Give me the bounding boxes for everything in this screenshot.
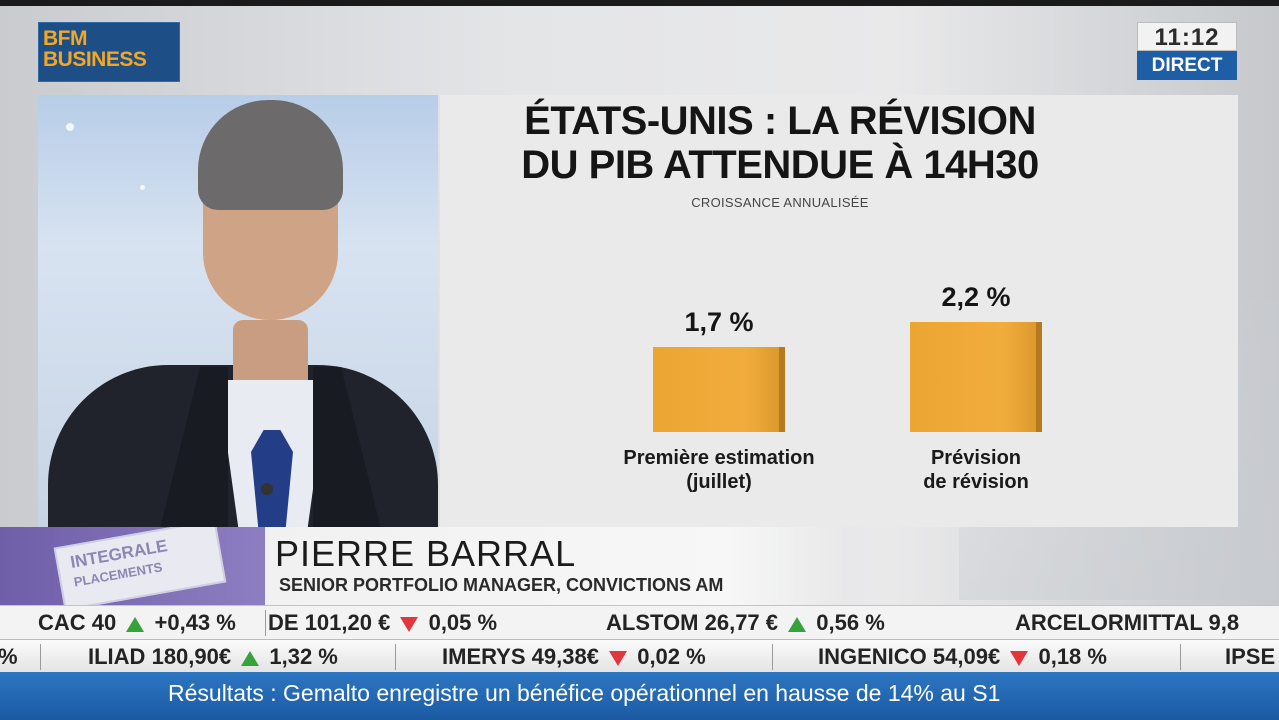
- news-crawl: Résultats : Gemalto enregistre un bénéfi…: [0, 672, 1279, 720]
- show-logo-panel: INTEGRALE PLACEMENTS: [0, 527, 265, 605]
- chart-subtitle: CROISSANCE ANNUALISÉE: [691, 195, 869, 210]
- chart-bar-edge: [779, 347, 785, 432]
- chart-bar: [910, 322, 1042, 432]
- ticker-item: ALSTOM 26,77 € 0,56 %: [606, 606, 885, 640]
- clock-badge: 11:12 DIRECT: [1137, 22, 1237, 80]
- ticker-symbol: INGENICO: [818, 644, 927, 669]
- chart-category-line: (juillet): [686, 471, 752, 493]
- ticker-symbol: CAC 40: [38, 610, 117, 635]
- light-sparkle: [140, 185, 145, 190]
- ticker-symbol: DE: [268, 610, 299, 635]
- logo-line1: BFM: [43, 27, 88, 50]
- ticker-price: 26,77 €: [704, 610, 779, 635]
- ticker-change: 0,02 %: [637, 644, 706, 669]
- chart-title-line2: DU PIB ATTENDUE À 14H30: [521, 143, 1039, 187]
- logo-line2: BUSINESS: [43, 48, 147, 71]
- stock-ticker-row2: % ILIAD 180,90€ 1,32 % IMERYS 49,38€ 0,0…: [0, 639, 1279, 673]
- ticker-change: 0,05 %: [428, 610, 498, 635]
- up-arrow-icon: [241, 650, 260, 666]
- lapel-microphone: [261, 483, 273, 495]
- chart-value-label: 1,7 %: [684, 307, 754, 337]
- ticker-item: %: [0, 640, 18, 673]
- ticker-item: INGENICO 54,09€ 0,18 %: [818, 640, 1107, 673]
- ticker-change: 1,32 %: [269, 644, 338, 669]
- ticker-divider: [1180, 644, 1181, 670]
- channel-logo: BFM BUSINESS: [38, 22, 180, 82]
- ticker-fragment: %: [0, 644, 18, 669]
- chart-title-line1: ÉTATS-UNIS : LA RÉVISION: [524, 99, 1036, 143]
- ticker-item: IMERYS 49,38€ 0,02 %: [442, 640, 706, 673]
- chart-category-line: Prévision: [930, 447, 1022, 469]
- up-arrow-icon: [788, 616, 807, 632]
- ticker-price: 9,8: [1208, 610, 1240, 635]
- down-arrow-icon: [1010, 650, 1029, 666]
- light-sparkle: [66, 123, 74, 131]
- chart-category-label: Première estimation (juillet): [589, 446, 849, 494]
- ticker-divider: [395, 644, 396, 670]
- ticker-change: +0,43 %: [154, 610, 236, 635]
- ticker-item: ILIAD 180,90€ 1,32 %: [88, 640, 338, 673]
- ticker-divider: [772, 644, 773, 670]
- live-badge: DIRECT: [1137, 51, 1237, 80]
- up-arrow-icon: [126, 616, 145, 632]
- ticker-change: 0,56 %: [816, 610, 885, 635]
- ticker-price: 49,38€: [531, 644, 599, 669]
- chart-bar-edge: [1036, 322, 1042, 432]
- guest-role: SENIOR PORTFOLIO MANAGER, CONVICTIONS AM: [279, 575, 724, 595]
- ticker-change: 0,18 %: [1038, 644, 1107, 669]
- ticker-symbol: IMERYS: [442, 644, 526, 669]
- ticker-symbol: IPSE: [1225, 644, 1276, 669]
- chart-value-label: 2,2 %: [941, 282, 1011, 312]
- ticker-symbol: ILIAD: [88, 644, 146, 669]
- news-headline: Résultats : Gemalto enregistre un bénéfi…: [168, 680, 1001, 706]
- top-border: [0, 0, 1279, 6]
- ticker-symbol: ALSTOM: [606, 610, 699, 635]
- chart-category-line: Première estimation: [623, 447, 815, 469]
- ticker-price: 180,90€: [151, 644, 232, 669]
- ticker-item: DE 101,20 € 0,05 %: [268, 606, 497, 640]
- down-arrow-icon: [400, 616, 419, 632]
- chart-title: ÉTATS-UNIS : LA RÉVISION DU PIB ATTENDUE…: [440, 99, 1120, 187]
- ticker-divider: [40, 644, 41, 670]
- show-logo-card: INTEGRALE PLACEMENTS: [53, 527, 227, 605]
- presenter-hair: [198, 100, 343, 210]
- chart-bar: [653, 347, 785, 432]
- chart-panel: ÉTATS-UNIS : LA RÉVISION DU PIB ATTENDUE…: [440, 95, 1238, 527]
- ticker-item: ARCELORMITTAL 9,8: [1015, 606, 1239, 640]
- guest-name: PIERRE BARRAL: [275, 533, 577, 574]
- presenter-video: [38, 95, 438, 527]
- down-arrow-icon: [609, 650, 628, 666]
- presenter-tie: [251, 430, 293, 527]
- ticker-divider: [265, 610, 266, 636]
- ticker-item: CAC 40 +0,43 %: [38, 606, 236, 640]
- clock-time: 11:12: [1137, 22, 1237, 51]
- chart-category-line: de révision: [923, 471, 1029, 493]
- stock-ticker-row1: CAC 40 +0,43 % DE 101,20 € 0,05 % ALSTOM…: [0, 605, 1279, 640]
- ticker-price: 101,20 €: [304, 610, 391, 635]
- chart-category-label: Prévision de révision: [846, 446, 1106, 494]
- ticker-price: 54,09€: [932, 644, 1001, 669]
- ticker-item: IPSE: [1225, 640, 1275, 673]
- name-plate: PIERRE BARRAL SENIOR PORTFOLIO MANAGER, …: [265, 527, 845, 605]
- ticker-symbol: ARCELORMITTAL: [1015, 610, 1203, 635]
